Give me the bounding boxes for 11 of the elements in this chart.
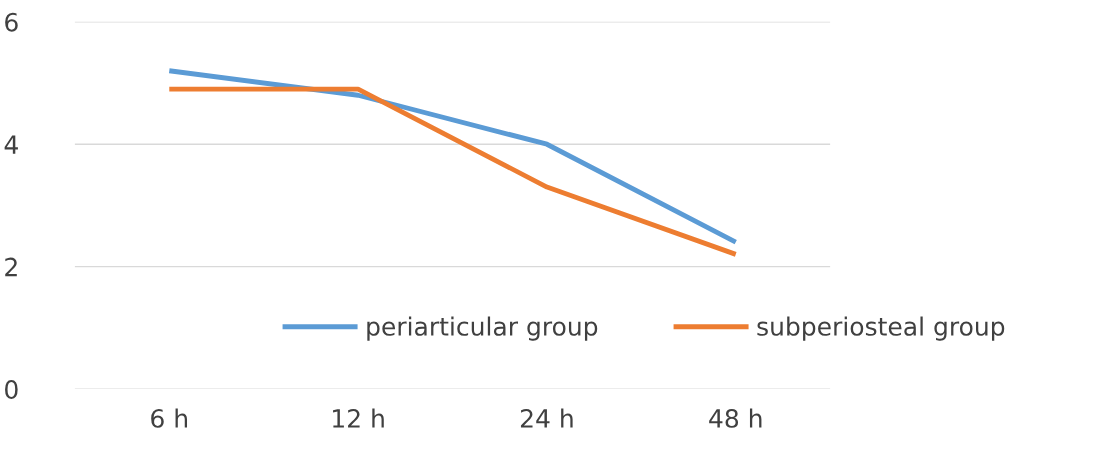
x-tick-label: 6 h <box>151 408 188 428</box>
legend-label: periarticular group <box>367 316 598 341</box>
y-tick-label: 6 <box>5 12 18 32</box>
x-tick-label: 12 h <box>333 408 384 428</box>
y-tick-label: 0 <box>5 380 18 399</box>
x-tick-label: 48 h <box>709 408 762 428</box>
y-tick-label: 2 <box>5 257 17 277</box>
x-tick-label: 24 h <box>520 408 573 428</box>
legend-label: subperiosteal group <box>757 316 1005 341</box>
y-tick-label: 4 <box>4 135 18 154</box>
line-series <box>166 68 739 245</box>
